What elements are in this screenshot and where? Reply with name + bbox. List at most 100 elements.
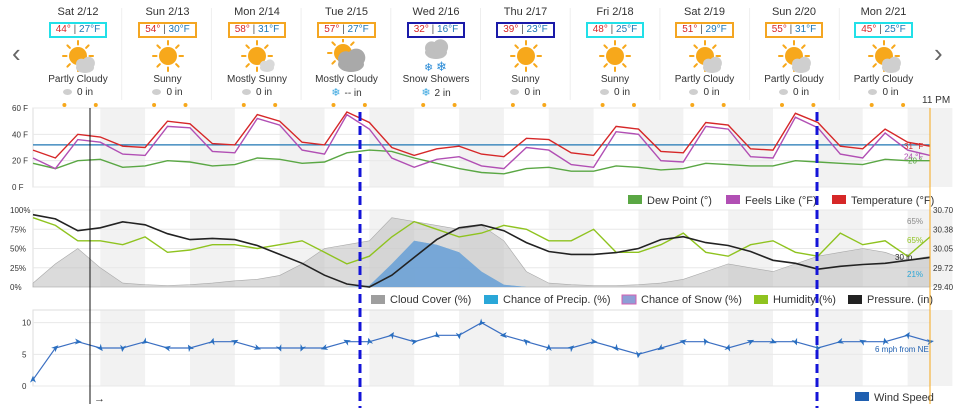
y-tick-label: 60 F	[12, 104, 28, 113]
sunny-icon	[506, 39, 546, 73]
day-forecast[interactable]: Thu 2/17 39° | 23°F Sunny 0 in	[481, 6, 571, 106]
legend-label-feels_like: Feels Like (°F)	[745, 195, 817, 207]
low-temp: 23°F	[526, 24, 548, 35]
wind-direction-arrow	[230, 339, 239, 346]
night-band	[548, 108, 594, 187]
legend-label-dew_point: Dew Point (°)	[647, 195, 712, 207]
low-temp: 25°F	[884, 24, 906, 35]
temp-range: 44° | 27°F	[48, 22, 108, 38]
legend-swatch-snow	[621, 294, 637, 305]
raindrop-icon	[510, 89, 520, 96]
wind-direction-arrow	[590, 338, 598, 345]
condition-text: Mostly Cloudy	[315, 74, 378, 85]
precip-value: -- in	[344, 88, 362, 99]
precip-amount: ❄ -- in	[302, 87, 392, 100]
night-band	[279, 108, 325, 187]
legend-swatch-humidity	[754, 295, 768, 304]
legend-label-temperature: Temperature (°F)	[851, 195, 934, 207]
high-temp: 44°	[55, 24, 71, 35]
pressure-line	[32, 213, 931, 288]
low-temp: 27°F	[79, 24, 101, 35]
sun-marker	[901, 103, 906, 107]
sunny-icon	[148, 39, 188, 73]
temp-range: 39° | 23°F	[496, 22, 555, 38]
night-band	[189, 310, 235, 386]
day-forecast[interactable]: Fri 2/18 48° | 25°F Sunny 0 in	[570, 6, 660, 106]
precip-amount: 0 in	[839, 87, 929, 99]
sun-marker	[811, 103, 816, 107]
y-tick-label: 50%	[10, 245, 26, 254]
partly-cloudy-icon	[685, 39, 725, 73]
legend-swatch-pressure	[848, 295, 862, 304]
y-tick-label: 0%	[10, 283, 22, 292]
wind-direction-arrow	[566, 345, 575, 353]
wind-direction-arrow	[208, 337, 215, 346]
wind-direction-arrow	[679, 339, 687, 346]
legend-label-pressure: Pressure. (in)	[867, 294, 933, 306]
time-label: 11 PM	[922, 95, 951, 106]
temp-range: 58° | 31°F	[227, 22, 287, 38]
high-temp: 45°	[861, 24, 877, 35]
precip-amount: 0 in	[481, 87, 571, 99]
legend-label-precip: Chance of Precip. (%)	[503, 294, 611, 306]
low-temp: 31°F	[795, 24, 817, 35]
day-forecast[interactable]: Sat 2/19 51° | 29°F Partly Cloudy 0 in	[660, 6, 750, 106]
day-name: Mon 2/14	[234, 6, 280, 18]
day-forecast[interactable]: Sun 2/13 54° | 30°F Sunny 0 in	[123, 6, 213, 106]
sun-marker	[183, 103, 188, 107]
sun-marker	[152, 103, 157, 107]
sun-marker	[690, 103, 695, 107]
day-forecast[interactable]: Wed 2/16 32° | 16°F ❄ ❄ Snow Showers ❄ 2 i…	[391, 6, 481, 106]
high-temp: 32°	[413, 24, 429, 35]
precip-amount: ❄ 2 in	[391, 87, 481, 100]
sun-marker	[452, 103, 457, 107]
high-temp: 39°	[503, 24, 519, 35]
night-band	[728, 310, 774, 386]
wind-direction-arrow	[432, 331, 440, 338]
low-temp: 29°F	[705, 24, 727, 35]
wind-direction-arrow	[300, 344, 307, 352]
y-tick-label: 75%	[10, 225, 26, 234]
partly-cloudy-icon	[774, 39, 814, 73]
wind-end-label: 6 mph from NE	[875, 345, 929, 354]
precip-value: 0 in	[524, 87, 541, 98]
temperature-end-label: 31 °F	[904, 142, 923, 151]
day-forecast[interactable]: Sat 2/12 44° | 27°F Partly Cloudy 0 in	[33, 6, 123, 106]
wind-direction-arrow	[791, 337, 798, 346]
condition-text: Partly Cloudy	[764, 74, 824, 85]
sunny-icon	[595, 39, 635, 73]
low-temp: 16°F	[437, 24, 459, 35]
day-name: Sun 2/20	[771, 6, 817, 18]
wind-direction-arrow	[74, 338, 82, 345]
next-days-button[interactable]: ›	[934, 38, 943, 68]
y-tick-label: 100%	[10, 206, 30, 215]
night-band	[728, 108, 774, 187]
temp-range: 55° | 31°F	[764, 22, 824, 38]
legend-swatch-feels_like	[726, 195, 740, 204]
raindrop-icon	[152, 89, 162, 96]
condition-text: Sunny	[511, 74, 540, 85]
previous-days-button[interactable]: ‹	[12, 38, 21, 68]
raindrop-icon	[599, 89, 609, 96]
wind-direction-arrow	[120, 344, 127, 352]
condition-text: Sunny	[600, 74, 630, 85]
day-name: Sun 2/13	[145, 6, 190, 18]
cloud-cover-area	[32, 217, 931, 288]
raindrop-icon	[868, 89, 878, 96]
temp-range: 45° | 25°F	[854, 22, 913, 38]
wind-direction-arrow	[499, 332, 508, 339]
feels-like-end-label: 24 °F	[904, 152, 923, 161]
day-forecast[interactable]: Tue 2/15 57° | 27°F Mostly Cloudy ❄ -- in	[302, 6, 392, 106]
wind-direction-arrow	[635, 350, 642, 359]
snow-showers-icon: ❄ ❄	[416, 39, 456, 75]
sun-marker	[421, 103, 426, 107]
day-forecast[interactable]: Sun 2/20 55° | 31°F Partly Cloudy 0 in	[749, 6, 839, 106]
day-forecast[interactable]: Mon 2/14 58° | 31°F Mostly Sunny 0 in	[212, 6, 302, 106]
high-temp: 55°	[771, 24, 787, 35]
y2-tick-label: 29.72	[933, 264, 954, 273]
wind-direction-arrow	[30, 375, 36, 383]
sun-marker	[631, 103, 636, 107]
day-forecast[interactable]: Mon 2/21 45° | 25°F Partly Cloudy 0 in	[839, 6, 929, 106]
raindrop-icon	[62, 89, 72, 96]
